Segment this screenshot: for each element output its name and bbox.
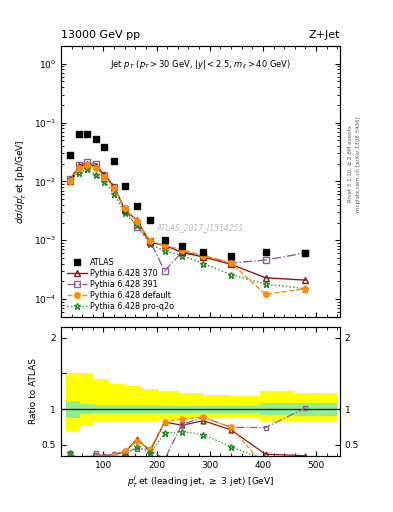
- Pythia 6.428 pro-q2o: [180, 252, 184, 259]
- Pythia 6.428 370: [134, 217, 139, 223]
- Pythia 6.428 pro-q2o: [134, 222, 139, 228]
- Pythia 6.428 default: [112, 185, 116, 191]
- ATLAS: [94, 136, 98, 142]
- Y-axis label: Ratio to ATLAS: Ratio to ATLAS: [29, 358, 37, 424]
- Pythia 6.428 370: [148, 239, 152, 245]
- Pythia 6.428 370: [263, 275, 268, 281]
- Pythia 6.428 370: [303, 277, 308, 283]
- ATLAS: [180, 243, 184, 249]
- Text: Rivet 3.1.10, ≥ 2.8M events: Rivet 3.1.10, ≥ 2.8M events: [348, 125, 353, 202]
- ATLAS: [112, 158, 116, 164]
- Pythia 6.428 default: [77, 165, 81, 171]
- Pythia 6.428 391: [303, 250, 308, 256]
- Pythia 6.428 391: [68, 176, 73, 182]
- Pythia 6.428 391: [85, 159, 90, 165]
- ATLAS: [122, 183, 127, 189]
- Pythia 6.428 default: [303, 286, 308, 292]
- Pythia 6.428 pro-q2o: [229, 271, 233, 278]
- Pythia 6.428 370: [229, 261, 233, 267]
- Pythia 6.428 391: [263, 257, 268, 263]
- ATLAS: [162, 237, 167, 243]
- Pythia 6.428 default: [162, 242, 167, 248]
- Pythia 6.428 370: [162, 242, 167, 248]
- Pythia 6.428 370: [201, 254, 206, 260]
- Pythia 6.428 pro-q2o: [162, 248, 167, 254]
- Pythia 6.428 370: [180, 249, 184, 255]
- ATLAS: [148, 217, 152, 223]
- Pythia 6.428 391: [122, 206, 127, 212]
- Text: ATLAS_2017_I1514251: ATLAS_2017_I1514251: [157, 223, 244, 232]
- Pythia 6.428 391: [201, 252, 206, 259]
- Pythia 6.428 pro-q2o: [94, 172, 98, 178]
- Pythia 6.428 pro-q2o: [303, 286, 308, 292]
- Pythia 6.428 default: [229, 260, 233, 266]
- Pythia 6.428 370: [102, 172, 107, 178]
- Pythia 6.428 default: [94, 165, 98, 171]
- Pythia 6.428 370: [77, 163, 81, 169]
- Line: Pythia 6.428 pro-q2o: Pythia 6.428 pro-q2o: [67, 166, 309, 292]
- Pythia 6.428 370: [112, 183, 116, 189]
- Y-axis label: $d\sigma/dp_T^j\,$et [pb/GeV]: $d\sigma/dp_T^j\,$et [pb/GeV]: [13, 139, 29, 224]
- Pythia 6.428 pro-q2o: [68, 176, 73, 182]
- Line: Pythia 6.428 391: Pythia 6.428 391: [68, 160, 308, 274]
- Pythia 6.428 default: [148, 238, 152, 244]
- Pythia 6.428 391: [102, 172, 107, 178]
- Pythia 6.428 370: [122, 207, 127, 213]
- Pythia 6.428 pro-q2o: [102, 179, 107, 185]
- Text: Jet $p_T$ ($p_T>30$ GeV, $|y|<2.5$, $m_{ll}>40$ GeV): Jet $p_T$ ($p_T>30$ GeV, $|y|<2.5$, $m_{…: [110, 58, 291, 71]
- Pythia 6.428 pro-q2o: [85, 166, 90, 173]
- Pythia 6.428 pro-q2o: [201, 261, 206, 267]
- ATLAS: [263, 249, 268, 255]
- Pythia 6.428 default: [85, 162, 90, 168]
- Pythia 6.428 default: [134, 218, 139, 224]
- ATLAS: [102, 144, 107, 151]
- Pythia 6.428 391: [180, 249, 184, 255]
- Line: Pythia 6.428 default: Pythia 6.428 default: [68, 162, 308, 297]
- Legend: ATLAS, Pythia 6.428 370, Pythia 6.428 391, Pythia 6.428 default, Pythia 6.428 pr: ATLAS, Pythia 6.428 370, Pythia 6.428 39…: [65, 257, 176, 313]
- Pythia 6.428 default: [122, 205, 127, 211]
- Pythia 6.428 pro-q2o: [122, 210, 127, 216]
- ATLAS: [303, 250, 308, 257]
- ATLAS: [201, 249, 206, 255]
- Pythia 6.428 391: [77, 162, 81, 168]
- Pythia 6.428 391: [148, 238, 152, 244]
- Pythia 6.428 default: [201, 252, 206, 259]
- Pythia 6.428 default: [68, 178, 73, 184]
- Pythia 6.428 391: [229, 260, 233, 266]
- Pythia 6.428 391: [112, 183, 116, 189]
- Pythia 6.428 370: [85, 161, 90, 167]
- Text: mcplots.cern.ch [arXiv:1306.3436]: mcplots.cern.ch [arXiv:1306.3436]: [356, 116, 361, 211]
- Pythia 6.428 391: [162, 268, 167, 274]
- X-axis label: $p_T^j\,$et (leading jet, $\geq$ 3 jet) [GeV]: $p_T^j\,$et (leading jet, $\geq$ 3 jet) …: [127, 474, 274, 490]
- Pythia 6.428 370: [68, 178, 73, 184]
- Pythia 6.428 pro-q2o: [112, 190, 116, 197]
- ATLAS: [68, 152, 73, 158]
- Pythia 6.428 pro-q2o: [263, 281, 268, 287]
- Pythia 6.428 391: [94, 161, 98, 167]
- Pythia 6.428 pro-q2o: [77, 170, 81, 176]
- Text: 13000 GeV pp: 13000 GeV pp: [61, 30, 140, 40]
- ATLAS: [134, 203, 139, 209]
- Pythia 6.428 default: [102, 174, 107, 180]
- Pythia 6.428 370: [94, 163, 98, 169]
- ATLAS: [229, 252, 233, 259]
- Pythia 6.428 default: [263, 291, 268, 297]
- ATLAS: [85, 131, 90, 137]
- Line: Pythia 6.428 370: Pythia 6.428 370: [68, 161, 308, 283]
- Pythia 6.428 default: [180, 247, 184, 253]
- ATLAS: [77, 131, 81, 137]
- Text: Z+Jet: Z+Jet: [309, 30, 340, 40]
- Line: ATLAS: ATLAS: [67, 131, 309, 259]
- Pythia 6.428 391: [134, 224, 139, 230]
- Pythia 6.428 pro-q2o: [148, 241, 152, 247]
